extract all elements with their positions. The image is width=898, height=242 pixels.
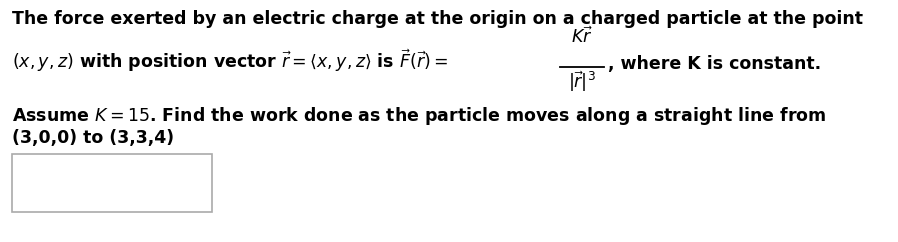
Text: $K\vec{r}$: $K\vec{r}$ [571, 26, 593, 47]
FancyBboxPatch shape [12, 154, 212, 212]
Text: $(x, y, z)$ with position vector $\vec{r} = \langle x, y, z\rangle$ is $\vec{F}(: $(x, y, z)$ with position vector $\vec{r… [12, 47, 448, 74]
Text: (3,0,0) to (3,3,4): (3,0,0) to (3,3,4) [12, 129, 174, 147]
Text: The force exerted by an electric charge at the origin on a charged particle at t: The force exerted by an electric charge … [12, 10, 863, 28]
Text: , where K is constant.: , where K is constant. [608, 55, 821, 73]
Text: $|\vec{r}|^3$: $|\vec{r}|^3$ [568, 69, 596, 94]
Text: Assume $K = 15$. Find the work done as the particle moves along a straight line : Assume $K = 15$. Find the work done as t… [12, 105, 826, 127]
